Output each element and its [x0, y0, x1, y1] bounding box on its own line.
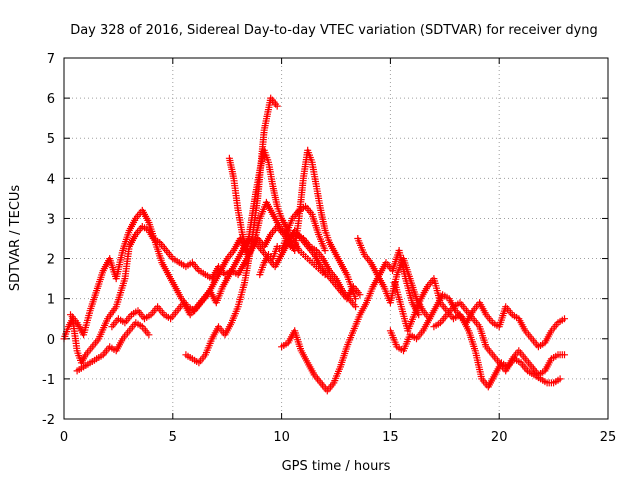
series-arc-11 [73, 319, 153, 375]
y-tick-label: 0 [47, 333, 55, 348]
y-tick-label: 6 [47, 92, 55, 107]
y-tick-label: 1 [47, 293, 55, 308]
series-arc-2 [67, 198, 329, 339]
series-arc-8 [430, 299, 568, 379]
x-tick-label: 20 [491, 430, 508, 445]
x-tick-label: 25 [600, 430, 617, 445]
x-axis-label: GPS time / hours [282, 459, 391, 474]
series-arc-12 [354, 235, 434, 323]
series-arc-5 [278, 247, 423, 395]
data-point [426, 315, 434, 323]
axis-ticks [63, 57, 609, 420]
data-point [321, 247, 329, 254]
data-point [145, 331, 153, 339]
data-point [561, 315, 568, 323]
grid-lines [64, 58, 608, 419]
x-tick-label: 0 [60, 430, 68, 445]
y-tick-label: 7 [47, 52, 55, 67]
series-arc-10 [256, 235, 329, 279]
y-tick-label: -2 [42, 413, 55, 428]
chart-title: Day 328 of 2016, Sidereal Day-to-day VTE… [70, 23, 598, 38]
y-axis-label: SDTVAR / TECUs [8, 185, 23, 292]
x-tick-label: 10 [273, 430, 290, 445]
y-tick-label: 3 [47, 212, 55, 227]
plot-frame [63, 57, 609, 420]
y-tick-label: 2 [47, 253, 55, 268]
data-point [352, 295, 360, 303]
data-point [273, 102, 281, 110]
data-point [321, 271, 329, 279]
y-tick-labels: -2 -1 0 1 2 3 4 5 6 7 [42, 52, 55, 428]
series-arc-4 [182, 94, 281, 367]
data-point [352, 303, 360, 311]
x-tick-label: 5 [169, 430, 177, 445]
data-point [561, 351, 568, 359]
x-tick-label: 15 [382, 430, 399, 445]
series-arc-9 [225, 146, 360, 303]
data-point [356, 291, 364, 299]
y-tick-label: 5 [47, 132, 55, 147]
y-tick-label: 4 [47, 172, 55, 187]
data-series [60, 94, 568, 395]
data-point [556, 375, 564, 383]
x-tick-labels: 0 5 10 15 20 25 [60, 430, 616, 445]
y-tick-label: -1 [42, 373, 55, 388]
